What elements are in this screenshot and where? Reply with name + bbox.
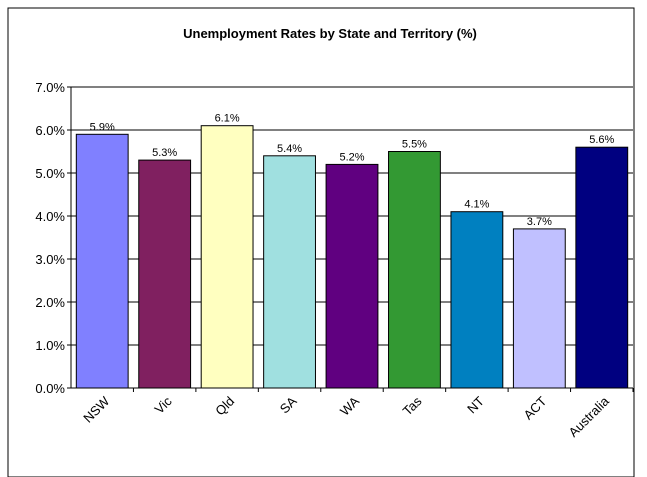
- data-label: 5.5%: [402, 139, 427, 151]
- chart-title: Unemployment Rates by State and Territor…: [183, 26, 477, 41]
- data-label: 4.1%: [464, 199, 489, 211]
- bar-australia: [575, 146, 629, 389]
- data-label: 5.3%: [152, 147, 177, 159]
- y-tick-label: 3.0%: [35, 252, 65, 267]
- y-tick-label: 6.0%: [35, 123, 65, 138]
- y-tick-label: 0.0%: [35, 381, 65, 396]
- y-tick-label: 7.0%: [35, 80, 65, 95]
- y-tick-label: 1.0%: [35, 338, 65, 353]
- data-label: 5.6%: [589, 134, 614, 146]
- bar-wa: [325, 163, 379, 389]
- bar-vic: [138, 159, 192, 389]
- bar-tas: [388, 151, 441, 389]
- y-tick-label: 5.0%: [35, 166, 65, 181]
- bar-nsw: [75, 133, 129, 389]
- data-label: 3.7%: [527, 216, 552, 228]
- bar-sa: [263, 155, 316, 389]
- axes: [67, 86, 634, 392]
- y-tick-label: 4.0%: [35, 209, 65, 224]
- data-label: 6.1%: [215, 113, 240, 125]
- bar-nt: [450, 211, 504, 389]
- data-label: 5.4%: [277, 143, 302, 155]
- bars: [75, 125, 629, 389]
- y-tick-label: 2.0%: [35, 295, 65, 310]
- bar-qld: [200, 125, 254, 389]
- data-label: 5.2%: [339, 151, 364, 163]
- data-label: 5.9%: [90, 121, 115, 133]
- bar-act: [512, 228, 566, 389]
